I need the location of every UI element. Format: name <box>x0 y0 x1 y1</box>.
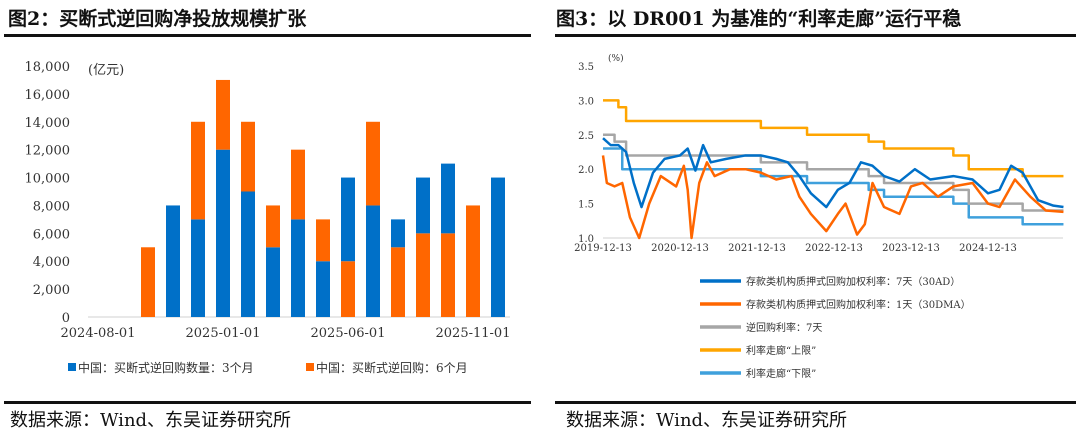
y-unit-label: (%) <box>608 53 624 64</box>
bar-segment <box>391 219 405 248</box>
bar-segment <box>316 261 330 317</box>
series-line <box>603 133 1064 212</box>
bar-segment <box>241 191 255 317</box>
legend-swatch <box>306 363 314 371</box>
bar-segment <box>441 163 455 234</box>
y-tick-label: 14,000 <box>25 116 71 131</box>
bar-segment <box>141 247 155 317</box>
left-figure-title: 图2：买断式逆回购净投放规模扩张 <box>8 8 307 30</box>
right-bottom-rule <box>555 401 1076 404</box>
bar-segment <box>191 219 205 317</box>
legend-label: 利率走廊“上限” <box>746 344 816 357</box>
bar-segment <box>291 219 305 317</box>
y-tick-label: 3.0 <box>578 96 594 107</box>
x-tick-label: 2025-01-01 <box>186 326 261 341</box>
bar-segment <box>266 247 280 317</box>
series-line <box>601 155 1064 240</box>
y-tick-label: 1.5 <box>578 200 594 211</box>
left-bottom-rule <box>4 401 531 404</box>
y-tick-label: 3.5 <box>578 62 594 73</box>
bar-segment <box>266 205 280 248</box>
bar-segment <box>366 205 380 317</box>
y-tick-label: 4,000 <box>33 255 70 270</box>
y-tick-label: 0 <box>62 311 70 326</box>
y-tick-label: 6,000 <box>33 227 70 242</box>
right-top-rule <box>555 34 1076 37</box>
bar-segment <box>166 205 180 317</box>
legend-swatch <box>68 363 76 371</box>
legend-label: 中国：买断式逆回购：6个月 <box>316 360 468 375</box>
legend-label: 中国：买断式逆回购数量：3个月 <box>78 360 254 375</box>
y-tick-label: 12,000 <box>25 144 71 159</box>
x-tick-label: 2019-12-13 <box>574 243 632 254</box>
legend-label: 利率走廊“下限” <box>746 367 816 380</box>
y-tick-label: 10,000 <box>25 172 71 187</box>
bar-segment <box>216 79 230 150</box>
bar-segment <box>341 177 355 262</box>
y-tick-label: 2.0 <box>578 165 594 176</box>
x-tick-label: 2020-12-13 <box>651 243 709 254</box>
y-tick-label: 18,000 <box>25 60 71 75</box>
right-figure-title: 图3：以 DR001 为基准的“利率走廊”运行平稳 <box>556 8 962 30</box>
left-source: 数据来源：Wind、东吴证券研究所 <box>10 410 292 431</box>
legend-label: 逆回购利率：7天 <box>746 321 822 334</box>
x-tick-label: 2025-06-01 <box>311 326 386 341</box>
bar-segment <box>241 121 255 192</box>
bar-segment <box>491 177 505 317</box>
y-tick-label: 2.5 <box>578 131 594 142</box>
x-tick-label: 2024-08-01 <box>61 326 136 341</box>
legend-label: 存款类机构质押式回购加权利率：1天（30DMA） <box>746 298 971 311</box>
bar-segment <box>441 233 455 317</box>
series-line <box>602 137 1064 209</box>
left-top-rule <box>4 34 531 37</box>
x-tick-label: 2023-12-13 <box>882 243 940 254</box>
x-tick-label: 2022-12-13 <box>805 243 863 254</box>
y-tick-label: 16,000 <box>25 88 71 103</box>
bar-segment <box>316 219 330 262</box>
legend-label: 存款类机构质押式回购加权利率：7天（30AD） <box>746 275 960 288</box>
bar-segment <box>366 121 380 206</box>
x-tick-label: 2024-12-13 <box>959 243 1017 254</box>
y-tick-label: 1.0 <box>578 234 594 245</box>
series-line <box>603 147 1064 226</box>
y-tick-label: 2,000 <box>33 283 70 298</box>
x-tick-label: 2025-11-01 <box>436 326 511 341</box>
y-tick-label: 8,000 <box>33 199 70 214</box>
y-unit-label: (亿元) <box>88 63 124 78</box>
bar-segment <box>416 177 430 234</box>
bar-segment <box>416 233 430 317</box>
bar-segment <box>216 149 230 317</box>
bar-segment <box>291 149 305 220</box>
bar-segment <box>191 121 205 220</box>
bar-segment <box>466 205 480 317</box>
series-line <box>603 99 1064 178</box>
bar-segment <box>341 261 355 317</box>
x-tick-label: 2021-12-13 <box>728 243 786 254</box>
bar-segment <box>391 247 405 317</box>
right-source: 数据来源：Wind、东吴证券研究所 <box>566 410 848 431</box>
